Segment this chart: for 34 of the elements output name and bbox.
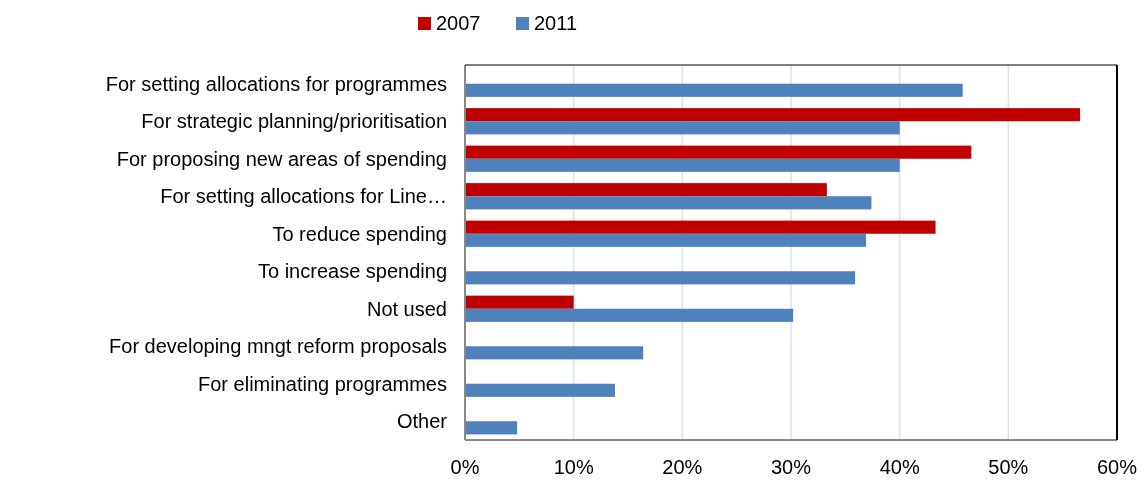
bar	[465, 383, 615, 397]
bar	[465, 183, 827, 197]
x-tick-label: 0%	[450, 456, 480, 478]
x-tick-label: 50%	[988, 456, 1029, 478]
y-tick-label: For strategic planning/prioritisation	[141, 110, 447, 133]
x-tick-label: 60%	[1096, 456, 1138, 478]
y-tick-label: For developing mngt reform proposals	[109, 335, 447, 358]
legend-label: 2007	[436, 12, 481, 34]
x-tick-label: 20%	[662, 456, 703, 478]
bar	[465, 308, 794, 322]
x-tick-label: 30%	[770, 456, 812, 478]
bar	[465, 196, 872, 210]
y-tick-label: To increase spending	[257, 260, 447, 283]
bar	[465, 121, 900, 135]
y-tick-label: To reduce spending	[272, 222, 447, 245]
bar	[465, 346, 644, 360]
bar	[465, 295, 574, 309]
x-tick-label: 40%	[879, 456, 920, 478]
y-tick-label: Not used	[366, 297, 447, 320]
bar	[465, 220, 936, 234]
legend-label: 2011	[534, 12, 578, 34]
y-tick-label: For setting allocations for Line…	[160, 185, 447, 208]
bar	[465, 271, 856, 285]
bar	[465, 158, 900, 172]
bar	[465, 108, 1081, 122]
bar	[465, 233, 866, 247]
bar	[465, 421, 518, 435]
y-tick-label: Other	[396, 410, 448, 433]
bar	[465, 145, 972, 159]
bar	[465, 83, 963, 97]
y-tick-label: For proposing new areas of spending	[116, 147, 447, 170]
x-tick-label: 10%	[553, 456, 594, 478]
y-tick-label: For eliminating programmes	[198, 372, 447, 395]
y-tick-label: For setting allocations for programmes	[105, 72, 447, 95]
